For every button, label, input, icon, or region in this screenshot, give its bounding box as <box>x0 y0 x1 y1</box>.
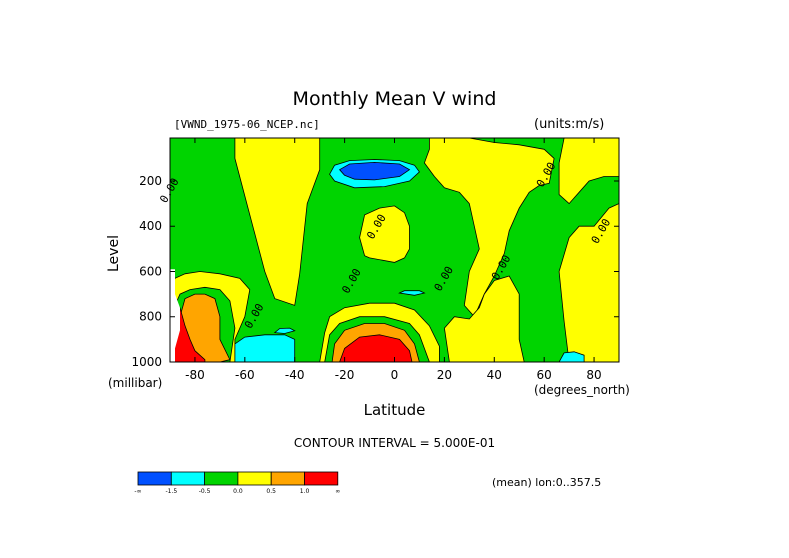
x-tick-label: 0 <box>391 368 399 382</box>
y-tick-label: 200 <box>139 174 162 188</box>
x-tick-label: -20 <box>335 368 355 382</box>
x-tick-label: 80 <box>586 368 601 382</box>
colorbar-label: ∞ <box>335 488 340 495</box>
colorbar-swatch <box>205 472 238 485</box>
colorbar-swatch <box>271 472 304 485</box>
colorbar-label: 0.5 <box>266 488 276 495</box>
x-tick-label: -40 <box>285 368 305 382</box>
colorbar-label: 1.0 <box>300 488 310 495</box>
y-tick-label: 800 <box>139 310 162 324</box>
x-tick-label: -80 <box>185 368 205 382</box>
x-tick-label: 20 <box>437 368 452 382</box>
colorbar-label: -0.5 <box>199 488 211 495</box>
colorbar-swatch <box>171 472 204 485</box>
colorbar-swatch <box>305 472 338 485</box>
x-tick-label: 40 <box>487 368 502 382</box>
colorbar-swatch <box>138 472 171 485</box>
y-tick-label: 1000 <box>131 355 162 369</box>
colorbar-swatch <box>238 472 271 485</box>
y-tick-label: 400 <box>139 219 162 233</box>
contour-region <box>235 335 295 362</box>
y-tick-label: 600 <box>139 264 162 278</box>
x-tick-label: -60 <box>235 368 255 382</box>
colorbar-label: -1.5 <box>165 488 177 495</box>
colorbar-label: 0.0 <box>233 488 243 495</box>
x-tick-label: 60 <box>537 368 552 382</box>
colorbar-label: -∞ <box>134 488 141 495</box>
